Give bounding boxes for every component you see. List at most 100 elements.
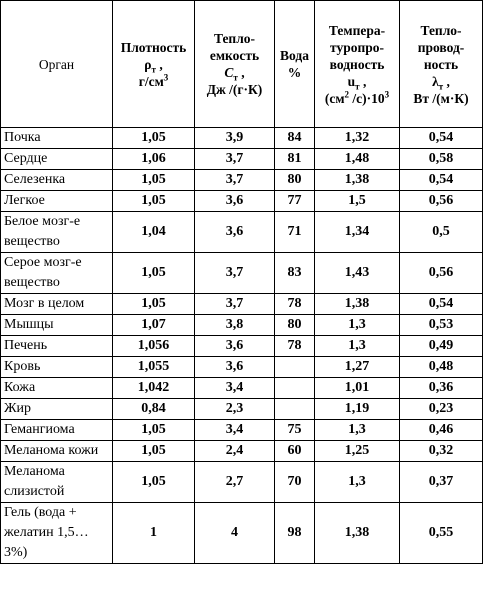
value-cell: 1,05 bbox=[112, 169, 195, 191]
header-cell: Вода % bbox=[274, 0, 315, 128]
table-row: Кожа 1,042 3,4 1,01 0,36 bbox=[0, 377, 483, 399]
value-cell: 2,3 bbox=[194, 398, 275, 420]
value-cell: 1,32 bbox=[314, 127, 400, 149]
table-body: Почка 1,05 3,9 84 1,32 0,54 Сердце 1,06 3,7 81 1,4… bbox=[0, 127, 483, 564]
value-cell: 1,055 bbox=[112, 356, 195, 378]
table-row: Печень 1,056 3,6 78 1,3 0,49 bbox=[0, 335, 483, 357]
value-cell: 3,7 bbox=[194, 252, 275, 294]
value-cell: 4 bbox=[194, 502, 275, 564]
organ-cell: Кровь bbox=[0, 356, 113, 378]
table-row: Белое мозг-е вещество 1,04 3,6 71 1,34 0,5 bbox=[0, 211, 483, 253]
data-table: Орган Плотность ρт , г/см3 Тепло- емкост… bbox=[0, 0, 483, 564]
value-cell: 0,54 bbox=[399, 293, 483, 315]
symbol: λ bbox=[432, 73, 439, 89]
symbol: C bbox=[224, 65, 234, 80]
organ-cell: Меланома кожи bbox=[0, 440, 113, 462]
value-cell: 0,56 bbox=[399, 252, 483, 294]
value-cell: 84 bbox=[274, 127, 315, 149]
value-cell: 0,23 bbox=[399, 398, 483, 420]
value-cell: 1,056 bbox=[112, 335, 195, 357]
table-row: Гель (вода + желатин 1,5…3%) 1 4 98 1,38 0,55 bbox=[0, 502, 483, 564]
header-text: Тепло- bbox=[213, 31, 256, 46]
value-cell: 0,54 bbox=[399, 127, 483, 149]
value-cell: 1,01 bbox=[314, 377, 400, 399]
value-cell: 1 bbox=[112, 502, 195, 564]
value-cell: 70 bbox=[274, 461, 315, 503]
value-cell: 83 bbox=[274, 252, 315, 294]
subscript: т bbox=[151, 64, 156, 75]
unit: % bbox=[287, 65, 302, 80]
value-cell: 1,27 bbox=[314, 356, 400, 378]
value-cell: 0,84 bbox=[112, 398, 195, 420]
value-cell: 1,05 bbox=[112, 190, 195, 212]
table-row: Меланома слизистой 1,05 2,7 70 1,3 0,37 bbox=[0, 461, 483, 503]
header-cell: Плотность ρт , г/см3 bbox=[112, 0, 195, 128]
value-cell: 1,48 bbox=[314, 148, 400, 170]
organ-cell: Мозг в целом bbox=[0, 293, 113, 315]
value-cell: 1,3 bbox=[314, 461, 400, 503]
value-cell: 98 bbox=[274, 502, 315, 564]
value-cell: 0,58 bbox=[399, 148, 483, 170]
value-cell: 71 bbox=[274, 211, 315, 253]
value-cell: 77 bbox=[274, 190, 315, 212]
organ-cell: Меланома слизистой bbox=[0, 461, 113, 503]
value-cell: 0,36 bbox=[399, 377, 483, 399]
organ-cell: Серое мозг-е вещество bbox=[0, 252, 113, 294]
value-cell: 2,7 bbox=[194, 461, 275, 503]
organ-cell: Легкое bbox=[0, 190, 113, 212]
value-cell: 1,38 bbox=[314, 502, 400, 564]
unit: Дж /(г·К) bbox=[206, 82, 263, 97]
organ-cell: Жир bbox=[0, 398, 113, 420]
value-cell bbox=[274, 377, 315, 399]
value-cell: 3,6 bbox=[194, 356, 275, 378]
organ-cell: Гель (вода + желатин 1,5…3%) bbox=[0, 502, 113, 564]
value-cell: 0,56 bbox=[399, 190, 483, 212]
superscript: 3 bbox=[163, 72, 169, 82]
organ-cell: Почка bbox=[0, 127, 113, 149]
value-cell: 1,05 bbox=[112, 419, 195, 441]
table-header: Орган Плотность ρт , г/см3 Тепло- емкост… bbox=[0, 0, 483, 128]
value-cell: 0,53 bbox=[399, 314, 483, 336]
subscript: т bbox=[233, 72, 238, 83]
value-cell: 0,48 bbox=[399, 356, 483, 378]
value-cell: 1,3 bbox=[314, 314, 400, 336]
value-cell: 78 bbox=[274, 293, 315, 315]
header-text: провод- bbox=[417, 39, 465, 55]
value-cell: 3,9 bbox=[194, 127, 275, 149]
value-cell: 81 bbox=[274, 148, 315, 170]
header-text: водность bbox=[329, 56, 385, 72]
value-cell: 0,54 bbox=[399, 169, 483, 191]
superscript: 2 bbox=[344, 89, 350, 99]
value-cell: 1,38 bbox=[314, 169, 400, 191]
value-cell: 0,46 bbox=[399, 419, 483, 441]
value-cell: 0,49 bbox=[399, 335, 483, 357]
organ-cell: Кожа bbox=[0, 377, 113, 399]
unit: г/см bbox=[138, 73, 164, 89]
value-cell: 80 bbox=[274, 314, 315, 336]
value-cell: 1,25 bbox=[314, 440, 400, 462]
header-text: Вода bbox=[280, 48, 309, 63]
header-text: Орган bbox=[38, 56, 75, 72]
header-cell: Орган bbox=[0, 0, 113, 128]
value-cell bbox=[274, 356, 315, 378]
value-cell: 1,042 bbox=[112, 377, 195, 399]
value-cell: 1,34 bbox=[314, 211, 400, 253]
value-cell: 3,4 bbox=[194, 419, 275, 441]
value-cell: 80 bbox=[274, 169, 315, 191]
header-row: Орган Плотность ρт , г/см3 Тепло- емкост… bbox=[0, 0, 483, 128]
value-cell: 3,6 bbox=[194, 190, 275, 212]
value-cell bbox=[274, 398, 315, 420]
table-row: Жир 0,84 2,3 1,19 0,23 bbox=[0, 398, 483, 420]
value-cell: 1,05 bbox=[112, 252, 195, 294]
table-row: Кровь 1,055 3,6 1,27 0,48 bbox=[0, 356, 483, 378]
table-row: Сердце 1,06 3,7 81 1,48 0,58 bbox=[0, 148, 483, 170]
value-cell: 1,5 bbox=[314, 190, 400, 212]
value-cell: 2,4 bbox=[194, 440, 275, 462]
header-text: емкость bbox=[209, 48, 260, 63]
value-cell: 1,07 bbox=[112, 314, 195, 336]
value-cell: 78 bbox=[274, 335, 315, 357]
symbol: ρ bbox=[144, 56, 152, 72]
value-cell: 0,55 bbox=[399, 502, 483, 564]
organ-cell: Селезенка bbox=[0, 169, 113, 191]
value-cell: 1,05 bbox=[112, 293, 195, 315]
